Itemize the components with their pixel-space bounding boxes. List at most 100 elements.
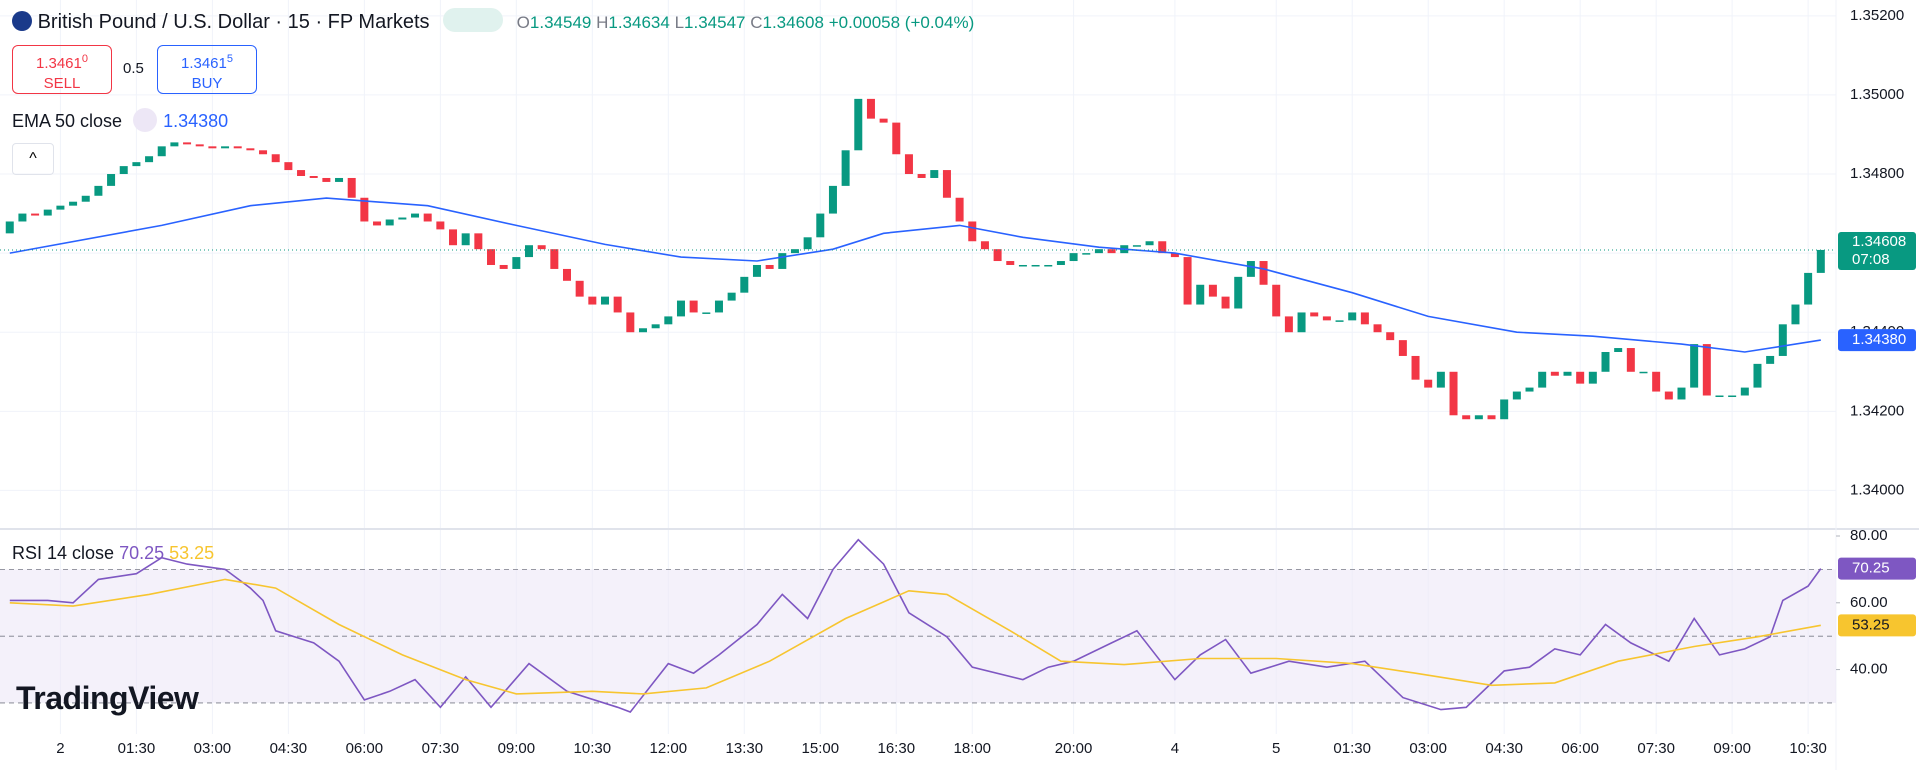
candle xyxy=(917,174,926,178)
candle xyxy=(1056,261,1065,265)
x-tick-label: 15:00 xyxy=(802,740,840,757)
candle xyxy=(360,197,369,222)
collapse-button[interactable]: ^ xyxy=(12,143,54,175)
candle xyxy=(1424,379,1433,388)
flag-icon xyxy=(12,11,32,31)
candle xyxy=(1563,371,1572,376)
rsi-tag-label: 70.25 xyxy=(1852,560,1890,577)
candle xyxy=(1196,284,1205,305)
countdown: 07:08 xyxy=(1852,251,1890,268)
candle xyxy=(613,296,622,313)
x-tick-label: 03:00 xyxy=(194,740,232,757)
candle xyxy=(309,176,318,178)
price-tag xyxy=(1838,231,1916,270)
x-tick-label: 09:00 xyxy=(1713,740,1751,757)
ema-value: 1.34380 xyxy=(163,111,229,131)
rsi-line xyxy=(9,538,1822,713)
x-tick-label: 12:00 xyxy=(650,740,688,757)
legend-header: British Pound / U.S. Dollar · 15 · FP Ma… xyxy=(12,8,974,34)
candle xyxy=(1512,391,1521,400)
sell-price: 1.3461 xyxy=(35,55,82,72)
candle xyxy=(335,177,344,182)
ema-legend: EMA 50 close 1.34380 xyxy=(12,108,228,132)
candle xyxy=(727,292,736,301)
ema-icon[interactable] xyxy=(133,108,158,132)
buy-button[interactable]: 1.34615 BUY xyxy=(157,45,257,94)
candle xyxy=(145,156,154,163)
candle xyxy=(930,170,939,178)
candle xyxy=(651,324,660,329)
ema-name: EMA 50 close xyxy=(12,111,123,131)
candle xyxy=(664,316,673,325)
candle xyxy=(512,257,521,269)
brand: TradingView xyxy=(16,680,199,716)
ohlc-key: H xyxy=(596,13,609,32)
candle xyxy=(1348,312,1357,321)
candle xyxy=(968,221,977,242)
candle xyxy=(575,280,584,297)
candle xyxy=(600,296,609,305)
candle xyxy=(626,312,635,333)
brand-logo[interactable]: TradingView xyxy=(16,680,199,717)
candle xyxy=(537,245,546,250)
candle xyxy=(562,268,571,281)
sell-button[interactable]: 1.34610 SELL xyxy=(12,45,112,94)
candle xyxy=(271,154,280,163)
candle xyxy=(1044,264,1053,267)
candle xyxy=(233,146,242,149)
candle xyxy=(1069,253,1078,262)
rsi-tick-label: 60.00 xyxy=(1850,594,1888,611)
candle xyxy=(803,237,812,250)
status-pill[interactable] xyxy=(443,8,504,32)
x-tick-label: 07:30 xyxy=(422,740,460,757)
change: +0.00058 (+0.04%) xyxy=(828,13,975,32)
candle xyxy=(892,122,901,155)
ema-line xyxy=(9,197,1821,353)
candle xyxy=(790,249,799,254)
candle xyxy=(1753,363,1762,388)
candle xyxy=(1386,332,1395,341)
candle xyxy=(259,150,268,155)
candle xyxy=(1234,276,1243,309)
x-tick-label: 04:30 xyxy=(270,740,308,757)
ema-tag xyxy=(1838,329,1916,352)
candle xyxy=(1082,253,1091,255)
y-tick-label: 1.34000 xyxy=(1850,481,1904,498)
candle xyxy=(1766,355,1775,364)
candle xyxy=(56,205,65,210)
candle xyxy=(461,233,470,246)
candle xyxy=(43,209,52,216)
candle xyxy=(1158,241,1167,254)
candle xyxy=(1791,304,1800,325)
x-tick-label: 10:30 xyxy=(574,740,612,757)
candle xyxy=(841,150,850,186)
ohlc-value: 1.34608 xyxy=(762,13,824,32)
candle xyxy=(1094,249,1103,254)
candle xyxy=(1538,371,1547,388)
x-tick-label: 20:00 xyxy=(1055,740,1093,757)
rsi-ma-value: 53.25 xyxy=(169,543,215,563)
candle xyxy=(1715,395,1724,398)
candle xyxy=(69,201,78,206)
candle xyxy=(1107,249,1116,254)
candle xyxy=(1031,264,1040,267)
candle xyxy=(778,253,787,269)
candle xyxy=(714,300,723,313)
candle xyxy=(638,328,647,333)
candle xyxy=(879,118,888,123)
spread: 0.5 xyxy=(123,60,144,77)
sell-label: SELL xyxy=(43,75,81,92)
x-tick-label: 01:30 xyxy=(1333,740,1371,757)
candle xyxy=(449,229,458,246)
rsi-tick-label: 80.00 xyxy=(1850,527,1888,544)
candle xyxy=(816,213,825,238)
candle xyxy=(1335,320,1344,322)
candle xyxy=(221,146,230,149)
x-tick-label: 09:00 xyxy=(498,740,536,757)
ohlc-value: 1.34547 xyxy=(684,13,746,32)
candle xyxy=(752,264,761,277)
candle xyxy=(1259,261,1268,285)
x-tick-label: 10:30 xyxy=(1789,740,1827,757)
rsi-tag xyxy=(1838,614,1916,637)
